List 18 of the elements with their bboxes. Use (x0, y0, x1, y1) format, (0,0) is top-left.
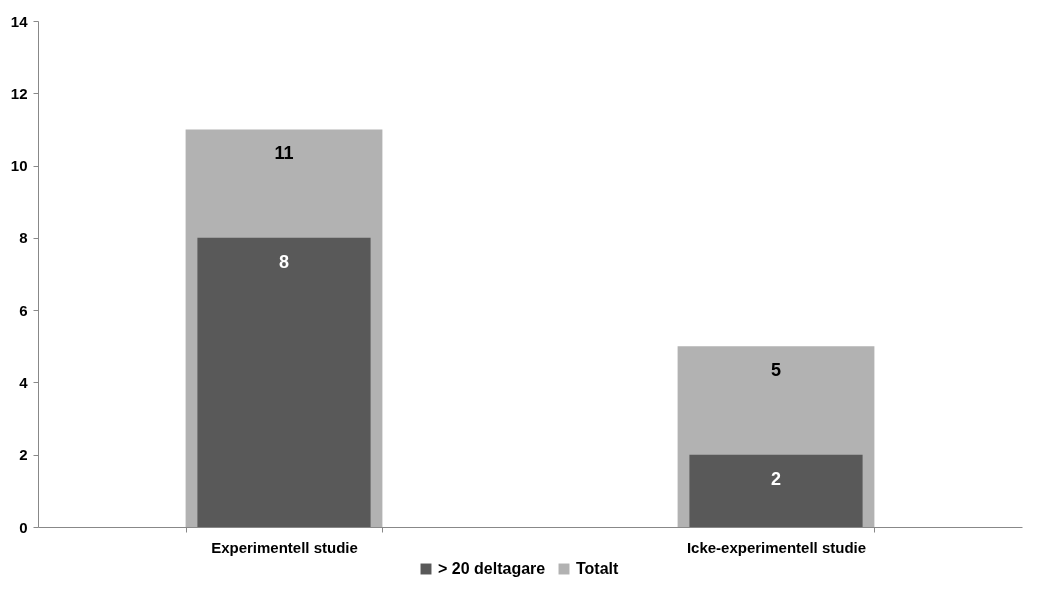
y-tick-label: 12 (10, 84, 28, 102)
y-tick-label: 0 (19, 518, 28, 536)
data-label: 2 (770, 468, 782, 489)
bar (197, 237, 371, 527)
data-label: 5 (770, 360, 782, 381)
y-tick-label: 4 (19, 373, 29, 391)
data-label: 8 (278, 251, 290, 272)
y-tick-label: 2 (19, 446, 28, 464)
y-tick-label: 8 (19, 229, 28, 247)
y-tick-label: 14 (10, 12, 29, 30)
legend-label: > 20 deltagare (438, 560, 546, 577)
legend-label: Totalt (576, 560, 620, 577)
x-tick-label: Experimentell studie (211, 538, 358, 556)
y-tick-label: 10 (10, 157, 28, 175)
y-tick-label: 6 (19, 301, 28, 319)
bar (689, 454, 863, 527)
x-tick-label: Icke-experimentell studie (686, 538, 867, 556)
data-label: 11 (274, 143, 294, 164)
